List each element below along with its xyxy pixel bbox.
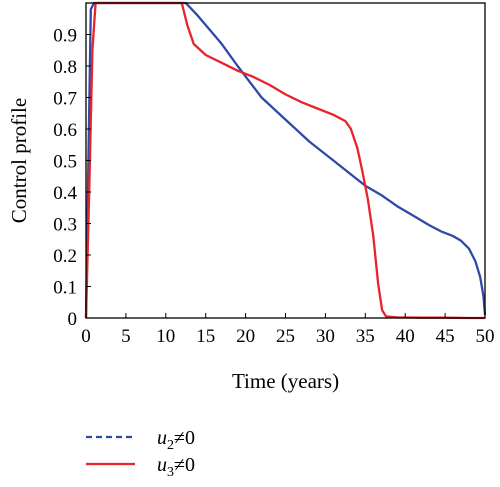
y-tick-label: 0.6 bbox=[53, 120, 77, 141]
series-line-2 bbox=[84, 1, 487, 319]
legend: u2≠0u3≠0 bbox=[86, 427, 195, 480]
x-tick-label: 45 bbox=[436, 326, 455, 347]
plot-lines bbox=[84, 1, 487, 320]
y-tick-label: 0.1 bbox=[53, 278, 77, 299]
x-tick-label: 5 bbox=[121, 326, 131, 347]
y-tick-label: 0.9 bbox=[53, 26, 77, 47]
x-tick-label: 10 bbox=[156, 326, 175, 347]
x-tick-label: 40 bbox=[396, 326, 415, 347]
legend-var: u bbox=[157, 427, 167, 449]
plot-frame bbox=[85, 2, 486, 319]
x-tick-label: 25 bbox=[276, 326, 295, 347]
y-tick-label: 0 bbox=[68, 309, 78, 330]
y-tick-label: 0.3 bbox=[53, 215, 77, 236]
x-tick-label: 0 bbox=[81, 326, 91, 347]
legend-label: u3≠0 bbox=[157, 454, 195, 480]
legend-relation: ≠0 bbox=[174, 427, 195, 449]
legend-subscript: 3 bbox=[167, 465, 174, 480]
y-tick-label: 0.8 bbox=[53, 57, 77, 78]
x-tick-label: 30 bbox=[316, 326, 335, 347]
y-tick-label: 0.7 bbox=[53, 89, 77, 110]
x-tick-label: 15 bbox=[196, 326, 215, 347]
legend-var: u bbox=[157, 454, 167, 476]
legend-label: u2≠0 bbox=[157, 427, 195, 453]
y-tick-label: 0.5 bbox=[53, 152, 77, 173]
legend-relation: ≠0 bbox=[174, 454, 195, 476]
y-tick-label: 0.2 bbox=[53, 246, 77, 267]
axis-ticks: 0 5 10 15 20 25 30 35 40 45 50 0 0.1 0.2 0.3 0.4 0.5 0.6 0… bbox=[53, 26, 494, 348]
x-axis-label: Time (years) bbox=[232, 369, 339, 393]
legend-subscript: 2 bbox=[167, 438, 174, 453]
y-axis-label: Control profile bbox=[7, 98, 31, 223]
y-tick-label: 0.4 bbox=[53, 183, 77, 204]
series-line-3 bbox=[84, 1, 485, 320]
x-tick-label: 35 bbox=[356, 326, 375, 347]
x-tick-label: 20 bbox=[236, 326, 255, 347]
x-tick-label: 50 bbox=[476, 326, 495, 347]
